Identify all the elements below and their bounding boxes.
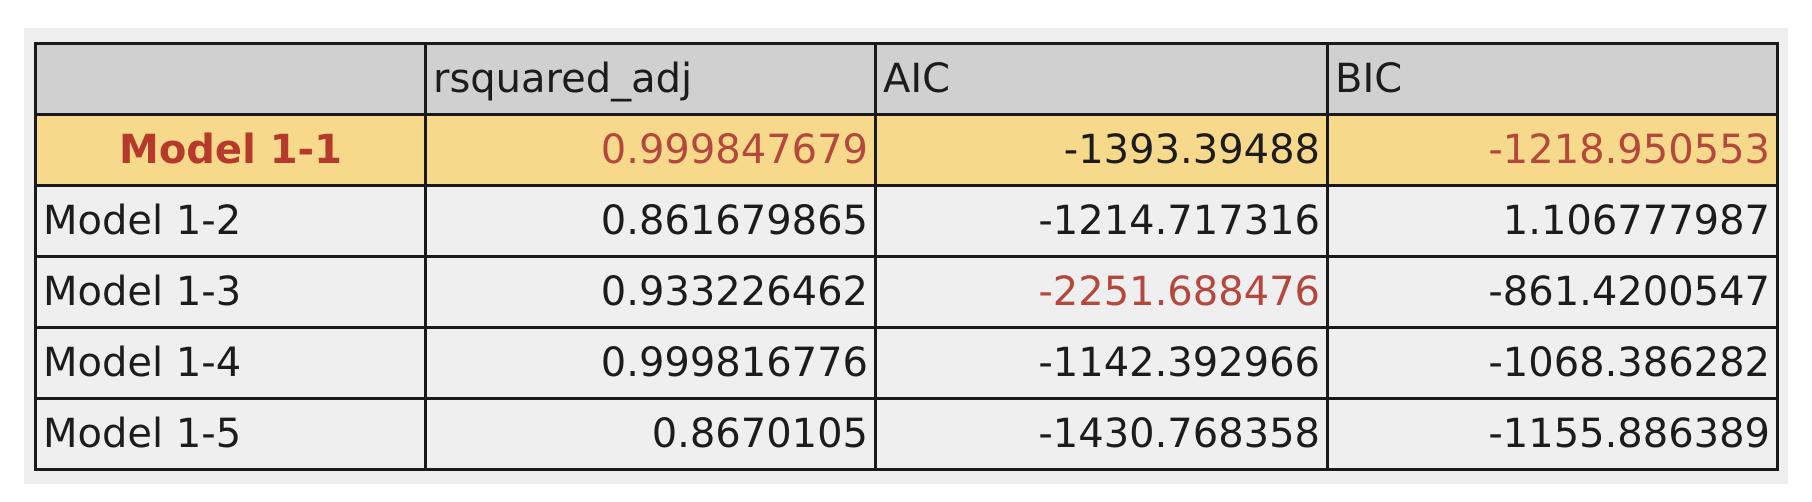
header-cell-rsquared-adj[interactable]: rsquared_adj <box>424 42 877 116</box>
aic-cell[interactable]: -1430.768358 <box>874 397 1329 471</box>
rsquared-adj-cell[interactable]: 0.861679865 <box>424 184 877 258</box>
table-row: Model 1-2 0.861679865 -1214.717316 1.106… <box>34 184 1779 258</box>
aic-cell[interactable]: -1142.392966 <box>874 326 1329 400</box>
bic-cell[interactable]: 1.106777987 <box>1326 184 1779 258</box>
model-comparison-table: rsquared_adj AIC BIC Model 1-1 0.9998476… <box>34 42 1779 471</box>
table-row: Model 1-5 0.8670105 -1430.768358 -1155.8… <box>34 397 1779 471</box>
rsquared-adj-cell[interactable]: 0.8670105 <box>424 397 877 471</box>
aic-cell[interactable]: -1393.39488 <box>874 113 1329 187</box>
bic-cell[interactable]: -861.4200547 <box>1326 255 1779 329</box>
aic-cell[interactable]: -1214.717316 <box>874 184 1329 258</box>
model-name-cell[interactable]: Model 1-5 <box>34 397 427 471</box>
model-name-cell[interactable]: Model 1-3 <box>34 255 427 329</box>
rsquared-adj-cell[interactable]: 0.999816776 <box>424 326 877 400</box>
rsquared-adj-cell[interactable]: 0.933226462 <box>424 255 877 329</box>
bic-cell[interactable]: -1218.950553 <box>1326 113 1779 187</box>
model-name-cell[interactable]: Model 1-4 <box>34 326 427 400</box>
model-name-cell[interactable]: Model 1-2 <box>34 184 427 258</box>
header-row: rsquared_adj AIC BIC <box>34 42 1779 116</box>
header-cell-aic[interactable]: AIC <box>874 42 1329 116</box>
table-row: Model 1-1 0.999847679 -1393.39488 -1218.… <box>34 113 1779 187</box>
bic-cell[interactable]: -1068.386282 <box>1326 326 1779 400</box>
model-name-cell[interactable]: Model 1-1 <box>34 113 427 187</box>
table-row: Model 1-3 0.933226462 -2251.688476 -861.… <box>34 255 1779 329</box>
table-row: Model 1-4 0.999816776 -1142.392966 -1068… <box>34 326 1779 400</box>
aic-cell[interactable]: -2251.688476 <box>874 255 1329 329</box>
bic-cell[interactable]: -1155.886389 <box>1326 397 1779 471</box>
header-cell-corner <box>34 42 427 116</box>
header-cell-bic[interactable]: BIC <box>1326 42 1779 116</box>
rsquared-adj-cell[interactable]: 0.999847679 <box>424 113 877 187</box>
